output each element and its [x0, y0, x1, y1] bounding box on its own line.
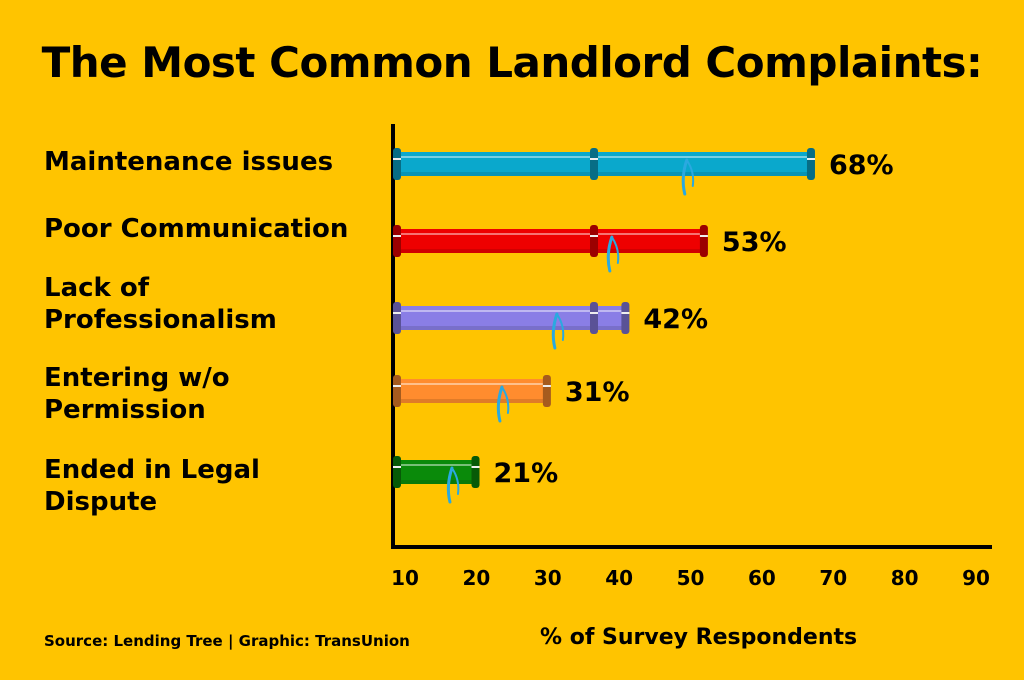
- pipe-coupling-highlight: [393, 158, 401, 160]
- bar-highlight: [397, 310, 626, 312]
- pipe-coupling-highlight: [621, 312, 630, 314]
- source-credit: Source: Lending Tree | Graphic: TransUni…: [44, 632, 410, 650]
- pipe-coupling-highlight: [393, 235, 401, 237]
- x-tick-label: 80: [891, 566, 919, 590]
- data-label: 31%: [565, 377, 630, 408]
- bar-shadow: [397, 480, 476, 484]
- category-label: Ended in Legal Dispute: [44, 454, 384, 518]
- water-leak-icon: [500, 386, 510, 414]
- category-label: Poor Communication: [44, 213, 384, 245]
- pipe-coupling-highlight: [590, 158, 598, 160]
- x-tick-label: 40: [605, 566, 633, 590]
- bar-shadow: [397, 399, 547, 403]
- water-leak-icon: [496, 385, 504, 423]
- category-label: Entering w/o Permission: [44, 362, 384, 426]
- data-label: 21%: [494, 458, 559, 489]
- pipe-coupling: [590, 225, 598, 257]
- pipe-coupling: [806, 148, 815, 180]
- water-leak-icon: [450, 467, 460, 495]
- category-label-line: Poor Communication: [44, 214, 349, 244]
- category-label-line: Maintenance issues: [44, 147, 334, 177]
- category-label-line: Ended in Legal: [44, 455, 260, 485]
- pipe-coupling-highlight: [542, 385, 551, 387]
- x-tick-label: 90: [962, 566, 990, 590]
- pipe-coupling: [393, 456, 401, 488]
- pipe-coupling: [393, 302, 401, 334]
- chart-title: The Most Common Landlord Complaints:: [41, 38, 983, 87]
- pipe-coupling-highlight: [393, 312, 401, 314]
- category-label-line: Permission: [44, 395, 206, 425]
- x-axis-label: % of Survey Respondents: [540, 625, 858, 650]
- data-label: 42%: [643, 304, 708, 335]
- water-leak-icon: [610, 236, 620, 264]
- pipe-coupling: [393, 225, 401, 257]
- pipe-coupling: [471, 456, 480, 488]
- data-label: 53%: [722, 227, 787, 258]
- category-label: Lack of Professionalism: [44, 272, 384, 336]
- pipe-coupling: [621, 302, 630, 334]
- water-leak-icon: [685, 159, 695, 187]
- x-tick-label: 50: [677, 566, 705, 590]
- category-label-line: Lack of: [44, 273, 150, 303]
- pipe-coupling-highlight: [590, 312, 598, 314]
- pipe-coupling: [699, 225, 708, 257]
- pipe-coupling-highlight: [806, 158, 815, 160]
- bar-shadow: [397, 249, 704, 253]
- bar-highlight: [397, 233, 704, 235]
- water-leak-icon: [681, 158, 689, 196]
- category-label-line: Dispute: [44, 487, 158, 517]
- bar-highlight: [397, 383, 547, 385]
- pipe-coupling: [393, 148, 401, 180]
- pipe-coupling: [542, 375, 551, 407]
- water-leak-icon: [551, 312, 559, 350]
- x-tick-label: 30: [534, 566, 562, 590]
- water-leak-icon: [555, 313, 565, 341]
- pipe-coupling-highlight: [393, 466, 401, 468]
- category-label-line: Professionalism: [44, 305, 277, 335]
- pipe-coupling-highlight: [699, 235, 708, 237]
- x-tick-label: 10: [391, 566, 419, 590]
- bar-shadow: [397, 172, 811, 176]
- bar-highlight: [397, 464, 476, 466]
- pipe-coupling: [590, 302, 598, 334]
- data-label: 68%: [829, 150, 894, 181]
- x-tick-label: 60: [748, 566, 776, 590]
- category-label: Maintenance issues: [44, 146, 384, 178]
- x-tick-label: 70: [819, 566, 847, 590]
- water-leak-icon: [446, 466, 454, 504]
- pipe-coupling-highlight: [590, 235, 598, 237]
- pipe-coupling-highlight: [471, 466, 480, 468]
- water-leak-icon: [606, 235, 614, 273]
- category-label-line: Entering w/o: [44, 363, 230, 393]
- pipe-coupling: [590, 148, 598, 180]
- bar-highlight: [397, 156, 811, 158]
- pipe-coupling: [393, 375, 401, 407]
- pipe-coupling-highlight: [393, 385, 401, 387]
- bar-shadow: [397, 326, 626, 330]
- x-tick-label: 20: [462, 566, 490, 590]
